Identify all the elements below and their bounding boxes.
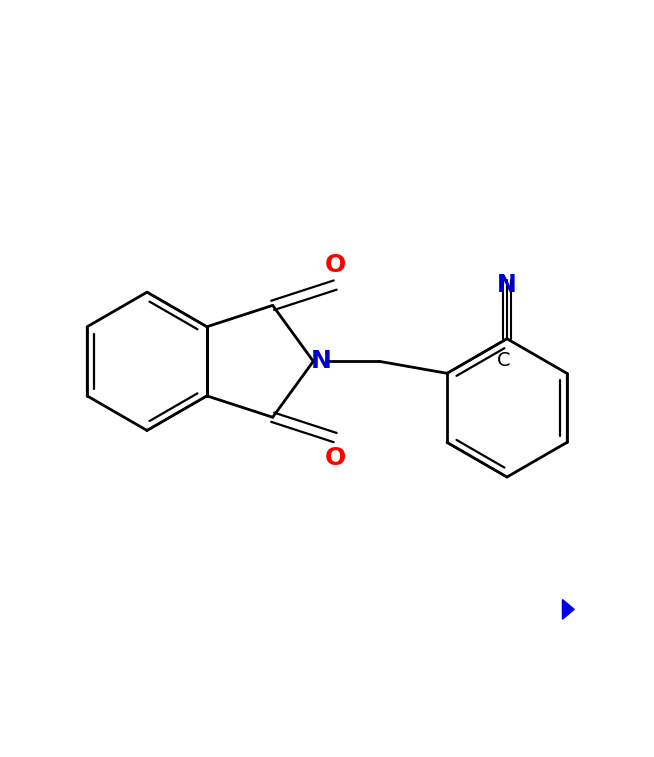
Text: N: N [311, 349, 332, 373]
Text: O: O [324, 253, 346, 277]
Text: C: C [496, 351, 510, 370]
Text: N: N [497, 273, 517, 297]
Text: O: O [324, 446, 346, 470]
